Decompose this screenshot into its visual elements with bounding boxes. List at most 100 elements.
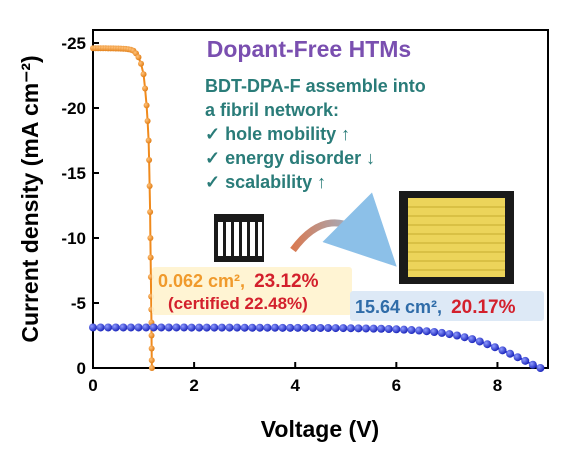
series-1-point — [240, 323, 249, 332]
series-0-point — [148, 365, 155, 371]
series-1-point — [233, 323, 242, 332]
series-1-point — [217, 323, 226, 332]
certified-text: (certified 22.48%) — [168, 294, 308, 313]
x-tick-label: 2 — [189, 376, 198, 395]
series-1-point — [149, 323, 158, 332]
series-1-point — [263, 323, 272, 332]
series-1-point — [475, 337, 484, 346]
series-1-point — [339, 324, 348, 333]
series-1-point — [293, 323, 302, 332]
series-1-point — [286, 323, 295, 332]
series-1-point — [134, 323, 143, 332]
series-1-point — [430, 327, 439, 336]
series-1-point — [164, 323, 173, 332]
series-1-point — [346, 324, 355, 333]
series-1-point — [445, 330, 454, 339]
y-axis-title: Current density (mA cm⁻²) — [17, 55, 43, 342]
series-0-point — [135, 54, 142, 61]
large-area-text: 15.64 cm², — [355, 297, 442, 317]
series-0-point — [144, 118, 151, 124]
large-module-image — [399, 191, 514, 284]
series-1-point — [521, 356, 530, 365]
subtitle-line2: a fibril network: — [205, 100, 339, 120]
series-0-point — [145, 137, 152, 144]
series-0-point — [148, 357, 155, 364]
series-line-0 — [93, 47, 153, 369]
series-1-point — [354, 324, 363, 333]
x-axis-title: Voltage (V) — [261, 416, 379, 442]
series-1-point — [119, 323, 128, 332]
series-1-point — [308, 323, 317, 332]
large-module-label: 15.64 cm², 20.17% — [350, 291, 544, 321]
series-1-point — [255, 323, 264, 332]
curved-arrow — [290, 192, 397, 267]
y-tick-label: -25 — [61, 34, 86, 53]
x-tick-label: 0 — [88, 376, 97, 395]
small-pce-text: 23.12% — [254, 271, 319, 292]
series-1-point — [415, 326, 424, 335]
y-tick-label: 0 — [77, 359, 86, 378]
series-1-point — [187, 323, 196, 332]
series-1-point — [407, 326, 416, 335]
series-1-point — [111, 323, 120, 332]
y-tick-label: -20 — [61, 99, 86, 118]
series-0-point — [138, 60, 145, 67]
series-1-point — [536, 364, 545, 372]
x-tick-label: 6 — [392, 376, 401, 395]
series-1-point — [180, 323, 188, 332]
series-1-point — [460, 333, 469, 342]
series-1-point — [506, 349, 515, 358]
series-1-point — [437, 328, 446, 337]
series-0-point — [143, 102, 150, 109]
series-0-point — [147, 209, 154, 215]
series-1-point — [104, 323, 113, 332]
svg-text:0.062 cm², 23.12%: 0.062 cm², 23.12% — [158, 271, 319, 292]
series-1-point — [142, 323, 151, 332]
series-1-point — [422, 327, 431, 336]
series-1-point — [202, 323, 211, 332]
y-tick-label: -5 — [71, 294, 86, 313]
y-tick-label: -10 — [61, 229, 86, 248]
series-1-point — [392, 325, 401, 334]
series-1-point — [513, 353, 522, 362]
series-1-point — [369, 324, 378, 333]
series-1-point — [324, 323, 333, 332]
series-1-point — [362, 324, 370, 333]
series-1-point — [248, 323, 257, 332]
series-1-point — [96, 323, 105, 332]
series-0-point — [140, 71, 147, 78]
series-1-point — [331, 324, 340, 333]
series-1-point — [468, 335, 477, 344]
subtitle-line1: BDT-DPA-F assemble into — [205, 76, 426, 96]
bullet-energy-disorder: ✓ energy disorder ↓ — [205, 148, 375, 168]
series-1-point — [316, 323, 325, 332]
series-1-point — [210, 323, 219, 332]
svg-text:15.64 cm², 20.17%: 15.64 cm², 20.17% — [355, 297, 516, 318]
series-0-point — [146, 183, 153, 189]
series-1-point — [89, 323, 97, 332]
series-1-point — [384, 325, 393, 333]
large-pce-text: 20.17% — [451, 297, 516, 318]
series-1-point — [399, 325, 408, 334]
series-1-point — [528, 360, 537, 369]
series-1-point — [377, 324, 386, 333]
small-device-label: 0.062 cm², 23.12% (certified 22.48%) — [152, 267, 352, 315]
plot-frame — [92, 29, 549, 369]
series-1-point — [498, 346, 507, 355]
series-1-point — [483, 340, 492, 349]
series-1-point — [278, 323, 287, 332]
chart-title: Dopant-Free HTMs — [207, 36, 411, 62]
y-tick-label: -15 — [61, 164, 86, 183]
series-1-point — [271, 323, 279, 332]
series-1-point — [225, 323, 234, 332]
series-0-point — [147, 235, 154, 241]
series-0-point — [148, 345, 155, 352]
axis-ticks: 0 2 4 6 8 -25 -20 -15 -10 -5 0 — [61, 34, 502, 395]
series-0-point — [147, 254, 154, 261]
series-layer — [89, 45, 545, 372]
series-0-point — [146, 157, 153, 163]
series-1-point — [172, 323, 181, 332]
series-line-1 — [93, 326, 541, 369]
series-1-point — [126, 323, 135, 332]
